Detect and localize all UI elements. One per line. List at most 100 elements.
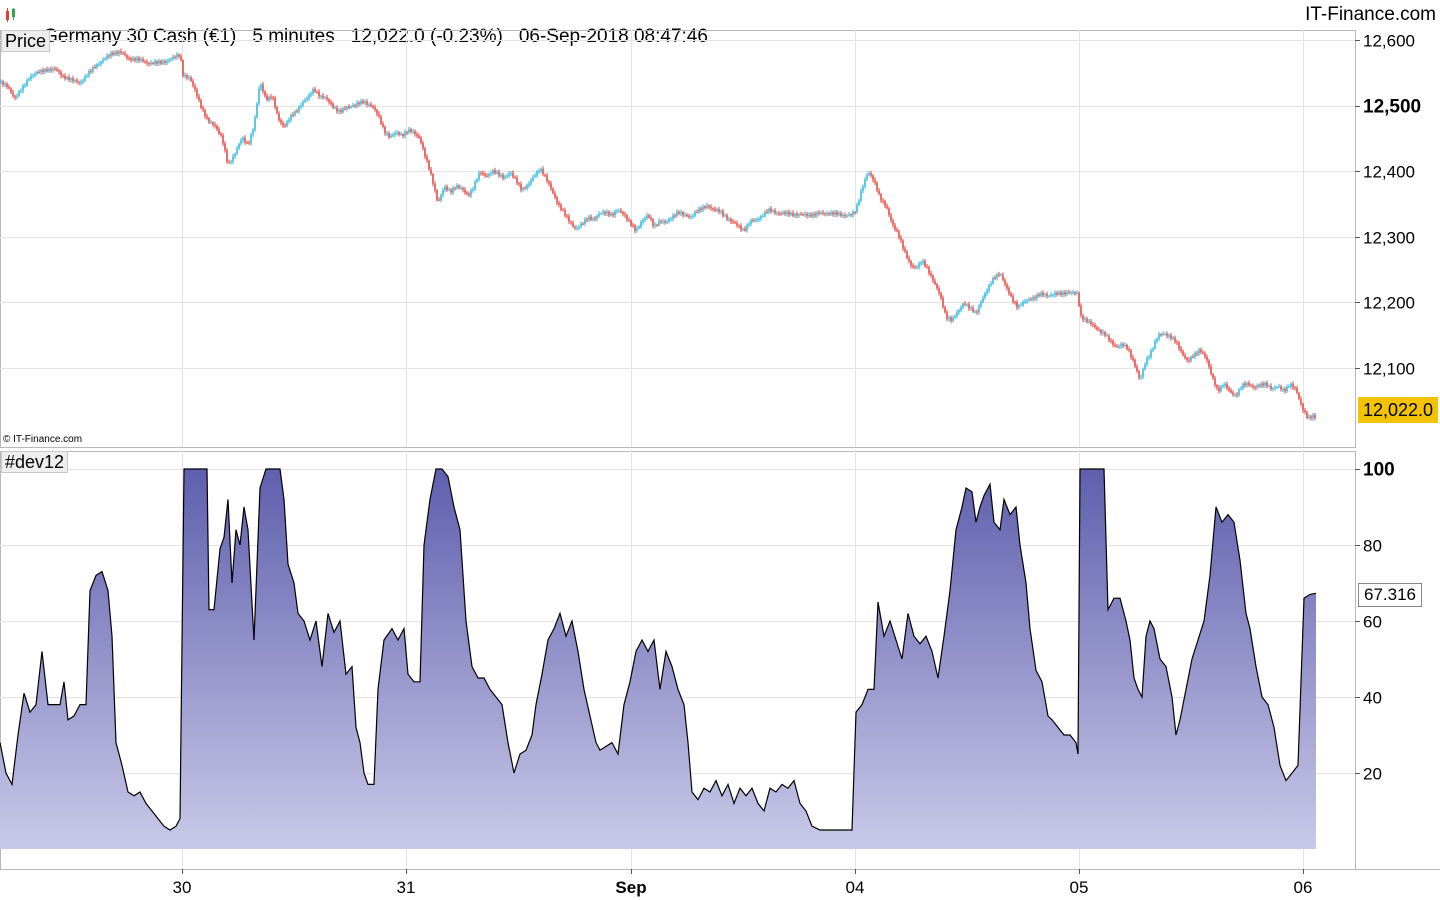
candle-body [1244,383,1246,386]
candle-body [524,188,526,190]
candle-body [1294,387,1296,389]
candle-body [24,85,26,87]
candle-body [370,104,372,106]
candle-body [700,208,702,210]
candle-body [694,211,696,216]
candle-body [184,74,186,76]
candle-body [952,317,954,321]
candle-body [86,75,88,77]
candle-body [1108,335,1110,341]
candle-body [436,190,438,200]
candle-body [1056,292,1058,295]
candle-body [1306,412,1308,418]
candle-body [1034,297,1036,299]
candle-body [26,80,28,86]
candle-body [692,215,694,217]
candle-body [82,80,84,82]
candle-body [234,153,236,157]
last-price-marker: 12,022.0 [1358,397,1438,423]
candlestick-icon [6,8,15,22]
price-tick-label: 12,500 [1363,97,1421,118]
candle-body [622,212,624,215]
candle-body [1292,383,1294,388]
candle-body [12,92,14,96]
candle-body [1110,340,1112,342]
candle-body [548,181,550,184]
candle-body [504,176,506,179]
candle-body [932,275,934,282]
candle-body [1092,324,1094,326]
candle-body [634,225,636,231]
candle-body [788,211,790,215]
candle-body [1126,345,1128,350]
candle-body [352,105,354,107]
candle-body [942,297,944,308]
candle-body [1172,337,1174,339]
candle-body [792,212,794,216]
candle-body [946,312,948,320]
candle-body [278,113,280,121]
candle-body [1308,416,1310,418]
candle-body [46,69,48,72]
candle-body [648,215,650,218]
candle-body [202,107,204,110]
candle-body [96,64,98,68]
candle-body [772,210,774,212]
candle-body [508,173,510,176]
candle-body [674,215,676,217]
candle-body [812,213,814,217]
candle-body [280,120,282,123]
candle-body [462,187,464,190]
candle-body [844,214,846,216]
candle-body [616,211,618,213]
candle-body [1054,292,1056,295]
candle-body [144,61,146,63]
candle-body [122,52,124,54]
candle-body [582,223,584,225]
candle-body [270,96,272,98]
candle-body [970,307,972,309]
candle-body [1062,292,1064,295]
candle-body [150,62,152,65]
candle-body [518,183,520,185]
candle-body [22,85,24,91]
candle-body [432,173,434,184]
candle-body [604,211,606,214]
date-tick-label: 31 [397,878,416,897]
candle-body [1024,301,1026,303]
candle-body [888,208,890,216]
candle-body [914,266,916,268]
candle-body [1022,301,1024,306]
candle-body [614,211,616,216]
candle-body [940,293,942,298]
candle-body [1006,284,1008,289]
candle-body [104,58,106,60]
candle-body [758,219,760,221]
candle-body [838,213,840,215]
candle-body [398,132,400,135]
candle-body [1270,385,1272,389]
indicator-last-value-marker: 67.316 [1358,583,1422,607]
candle-body [230,161,232,163]
candle-body [1218,387,1220,392]
candle-body [282,122,284,126]
candle-body [912,265,914,267]
candle-body [66,77,68,79]
candle-body [522,188,524,190]
candle-body [836,212,838,215]
candle-body [1222,385,1224,387]
candle-body [1162,333,1164,335]
candle-body [272,97,274,99]
candle-body [882,200,884,202]
candle-body [318,91,320,97]
candle-body [410,129,412,133]
candle-body [284,125,286,127]
candle-body [1030,299,1032,301]
candle-body [1238,389,1240,396]
candle-body [682,212,684,216]
candle-body [484,173,486,176]
candle-body [118,51,120,54]
candle-body [6,83,8,87]
candle-body [112,52,114,55]
